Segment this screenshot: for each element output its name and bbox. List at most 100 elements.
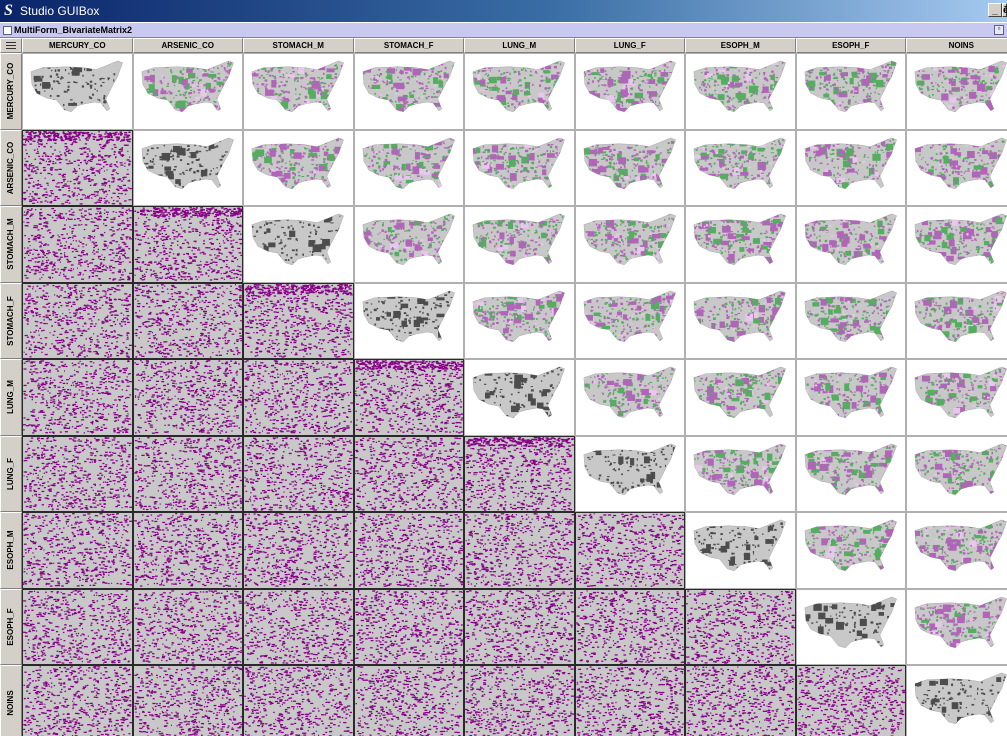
bivariate-map-mercury-co-noins[interactable] — [906, 53, 1007, 130]
scatterplot-esoph-f-lung-m[interactable] — [464, 588, 575, 665]
bivariate-map-arsenic-co-lung-m[interactable] — [464, 129, 575, 206]
bivariate-map-arsenic-co-esoph-f[interactable] — [795, 129, 906, 206]
col-header-lung-f[interactable]: LUNG_F — [574, 38, 685, 53]
bivariate-map-lung-m-esoph-f[interactable] — [795, 359, 906, 436]
bivariate-map-stomach-f-noins[interactable] — [906, 282, 1007, 359]
bivariate-map-stomach-f-esoph-m[interactable] — [685, 282, 796, 359]
scatterplot-stomach-f-stomach-m[interactable] — [243, 282, 354, 359]
bivariate-map-lung-f-noins[interactable] — [906, 435, 1007, 512]
bivariate-map-lung-m-lung-f[interactable] — [574, 359, 685, 436]
scatterplot-lung-f-stomach-m[interactable] — [243, 435, 354, 512]
scatterplot-esoph-f-stomach-f[interactable] — [353, 588, 464, 665]
scatterplot-lung-m-mercury-co[interactable] — [22, 359, 133, 436]
row-header-esoph-f[interactable]: ESOPH_F — [0, 588, 22, 665]
bivariate-map-stomach-m-lung-f[interactable] — [574, 206, 685, 283]
bivariate-map-mercury-co-lung-m[interactable] — [464, 53, 575, 130]
bivariate-map-stomach-m-esoph-f[interactable] — [795, 206, 906, 283]
bivariate-map-arsenic-co-noins[interactable] — [906, 129, 1007, 206]
scatterplot-esoph-f-lung-f[interactable] — [574, 588, 685, 665]
scatterplot-noins-mercury-co[interactable] — [22, 665, 133, 736]
row-header-lung-f[interactable]: LUNG_F — [0, 435, 22, 512]
bivariate-map-mercury-co-arsenic-co[interactable] — [132, 53, 243, 130]
scatterplot-esoph-f-stomach-m[interactable] — [243, 588, 354, 665]
scatterplot-esoph-f-arsenic-co[interactable] — [132, 588, 243, 665]
row-header-arsenic-co[interactable]: ARSENIC_CO — [0, 129, 22, 206]
bivariate-map-arsenic-co-esoph-m[interactable] — [685, 129, 796, 206]
scatterplot-esoph-m-arsenic-co[interactable] — [132, 512, 243, 589]
univariate-map-esoph-f-esoph-f[interactable] — [795, 588, 906, 665]
bivariate-map-lung-m-esoph-m[interactable] — [685, 359, 796, 436]
bivariate-map-mercury-co-lung-f[interactable] — [574, 53, 685, 130]
scatterplot-noins-esoph-f[interactable] — [795, 665, 906, 736]
scatterplot-lung-f-stomach-f[interactable] — [353, 435, 464, 512]
scatterplot-esoph-m-stomach-m[interactable] — [243, 512, 354, 589]
bivariate-map-stomach-m-lung-m[interactable] — [464, 206, 575, 283]
scatterplot-noins-arsenic-co[interactable] — [132, 665, 243, 736]
row-header-lung-m[interactable]: LUNG_M — [0, 359, 22, 436]
scatterplot-noins-lung-f[interactable] — [574, 665, 685, 736]
scatterplot-stomach-f-mercury-co[interactable] — [22, 282, 133, 359]
scatterplot-esoph-m-lung-f[interactable] — [574, 512, 685, 589]
frame-maximize-icon[interactable]: ▫ — [994, 25, 1004, 35]
row-header-mercury-co[interactable]: MERCURY_CO — [0, 53, 22, 130]
col-header-lung-m[interactable]: LUNG_M — [464, 38, 575, 53]
scatterplot-esoph-m-mercury-co[interactable] — [22, 512, 133, 589]
row-header-stomach-m[interactable]: STOMACH_M — [0, 206, 22, 283]
bivariate-map-stomach-f-lung-m[interactable] — [464, 282, 575, 359]
scatterplot-arsenic-co-mercury-co[interactable] — [22, 129, 133, 206]
scatterplot-esoph-m-stomach-f[interactable] — [353, 512, 464, 589]
univariate-map-noins-noins[interactable] — [906, 665, 1007, 736]
scatterplot-noins-esoph-m[interactable] — [685, 665, 796, 736]
scatterplot-lung-m-stomach-m[interactable] — [243, 359, 354, 436]
row-header-stomach-f[interactable]: STOMACH_F — [0, 282, 22, 359]
univariate-map-arsenic-co-arsenic-co[interactable] — [132, 129, 243, 206]
univariate-map-lung-m-lung-m[interactable] — [464, 359, 575, 436]
scatterplot-lung-f-mercury-co[interactable] — [22, 435, 133, 512]
bivariate-map-stomach-m-stomach-f[interactable] — [353, 206, 464, 283]
univariate-map-stomach-f-stomach-f[interactable] — [353, 282, 464, 359]
bivariate-map-stomach-m-noins[interactable] — [906, 206, 1007, 283]
scatterplot-stomach-f-arsenic-co[interactable] — [132, 282, 243, 359]
bivariate-map-esoph-m-noins[interactable] — [906, 512, 1007, 589]
bivariate-map-arsenic-co-stomach-m[interactable] — [243, 129, 354, 206]
scatterplot-esoph-m-lung-m[interactable] — [464, 512, 575, 589]
minimize-button[interactable]: _ — [988, 3, 1002, 17]
scatterplot-lung-f-lung-m[interactable] — [464, 435, 575, 512]
scatterplot-lung-m-stomach-f[interactable] — [353, 359, 464, 436]
scatterplot-noins-stomach-m[interactable] — [243, 665, 354, 736]
scatterplot-noins-stomach-f[interactable] — [353, 665, 464, 736]
bivariate-map-esoph-f-noins[interactable] — [906, 588, 1007, 665]
scatterplot-noins-lung-m[interactable] — [464, 665, 575, 736]
row-header-noins[interactable]: NOINS — [0, 665, 22, 736]
bivariate-map-lung-m-noins[interactable] — [906, 359, 1007, 436]
bivariate-map-stomach-f-lung-f[interactable] — [574, 282, 685, 359]
bivariate-map-mercury-co-esoph-m[interactable] — [685, 53, 796, 130]
row-header-esoph-m[interactable]: ESOPH_M — [0, 512, 22, 589]
scatterplot-stomach-m-mercury-co[interactable] — [22, 206, 133, 283]
bivariate-map-mercury-co-esoph-f[interactable] — [795, 53, 906, 130]
scatterplot-esoph-f-esoph-m[interactable] — [685, 588, 796, 665]
col-header-stomach-f[interactable]: STOMACH_F — [353, 38, 464, 53]
univariate-map-mercury-co-mercury-co[interactable] — [22, 53, 133, 130]
col-header-arsenic-co[interactable]: ARSENIC_CO — [132, 38, 243, 53]
matrix-menu-button[interactable] — [0, 38, 22, 53]
bivariate-map-mercury-co-stomach-f[interactable] — [353, 53, 464, 130]
restore-button[interactable]: ē — [1002, 3, 1007, 17]
bivariate-map-arsenic-co-lung-f[interactable] — [574, 129, 685, 206]
scatterplot-stomach-m-arsenic-co[interactable] — [132, 206, 243, 283]
univariate-map-lung-f-lung-f[interactable] — [574, 435, 685, 512]
col-header-esoph-m[interactable]: ESOPH_M — [685, 38, 796, 53]
col-header-noins[interactable]: NOINS — [906, 38, 1007, 53]
bivariate-map-lung-f-esoph-m[interactable] — [685, 435, 796, 512]
bivariate-map-mercury-co-stomach-m[interactable] — [243, 53, 354, 130]
univariate-map-stomach-m-stomach-m[interactable] — [243, 206, 354, 283]
bivariate-map-stomach-m-esoph-m[interactable] — [685, 206, 796, 283]
bivariate-map-esoph-m-esoph-f[interactable] — [795, 512, 906, 589]
scatterplot-lung-f-arsenic-co[interactable] — [132, 435, 243, 512]
bivariate-map-lung-f-esoph-f[interactable] — [795, 435, 906, 512]
col-header-esoph-f[interactable]: ESOPH_F — [795, 38, 906, 53]
bivariate-map-arsenic-co-stomach-f[interactable] — [353, 129, 464, 206]
col-header-mercury-co[interactable]: MERCURY_CO — [22, 38, 133, 53]
scatterplot-esoph-f-mercury-co[interactable] — [22, 588, 133, 665]
univariate-map-esoph-m-esoph-m[interactable] — [685, 512, 796, 589]
